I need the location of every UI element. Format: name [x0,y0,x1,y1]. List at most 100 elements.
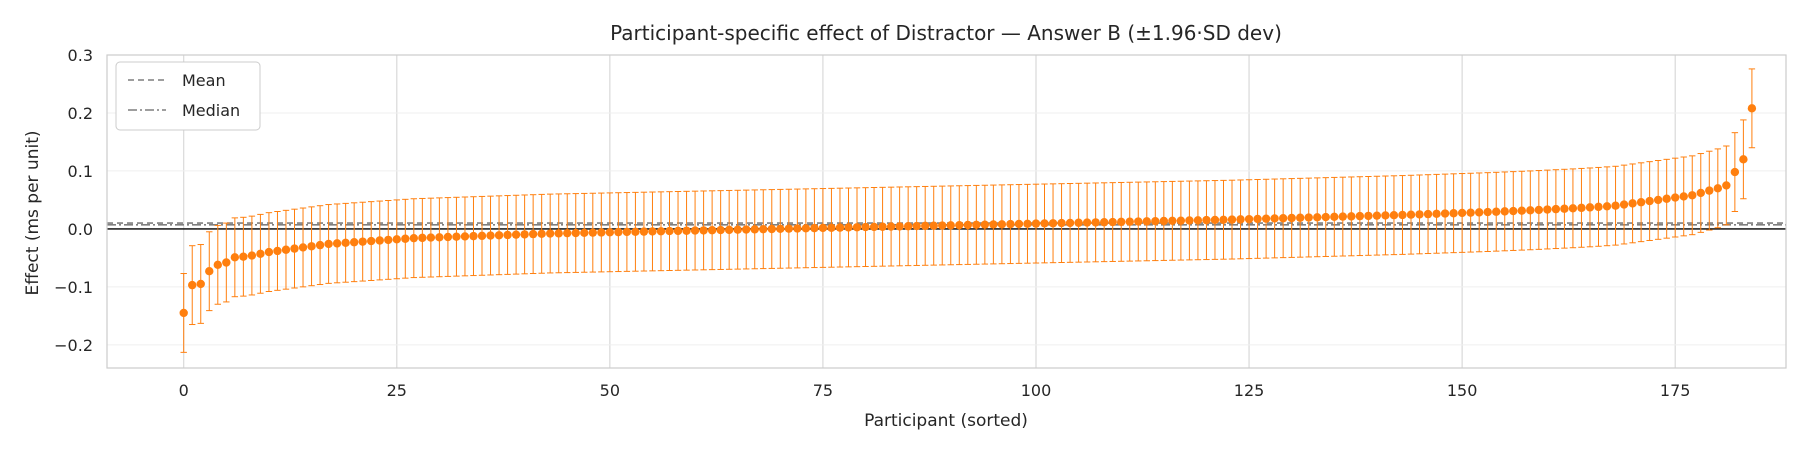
data-point [1483,207,1492,217]
data-point [511,230,521,239]
data-point [1151,216,1160,226]
data-point [349,238,359,247]
data-point [1492,207,1501,216]
data-point [1628,199,1637,208]
data-point [1398,210,1407,220]
legend-box [115,61,261,131]
data-point [1091,218,1100,227]
data-point [1713,184,1723,193]
x-tick-label: 125 [1234,381,1265,400]
data-point [1739,155,1748,164]
data-point [622,227,632,237]
data-point [682,226,691,235]
data-point [367,236,376,246]
x-tick-label: 100 [1021,381,1052,400]
data-point [920,221,930,231]
y-tick-label: 0.3 [68,46,93,65]
data-point [264,247,274,257]
data-point [1619,200,1629,209]
data-point [1449,209,1458,218]
data-point [537,229,546,239]
data-point [1560,204,1569,213]
data-point [886,222,896,231]
data-point [315,240,325,250]
data-point [205,267,214,276]
data-point [955,220,964,230]
data-point [1219,215,1228,224]
data-point [1270,214,1279,223]
data-point [452,232,461,241]
data-point [1202,215,1211,225]
data-point [648,227,657,236]
data-point [1440,209,1450,218]
data-point [469,231,478,241]
data-point [239,252,248,261]
x-axis-label: Participant (sorted) [864,411,1028,431]
data-point [1509,206,1518,216]
data-point [1688,191,1697,200]
data-point [724,225,734,235]
y-tick-label: −0.1 [54,278,93,297]
data-point [759,224,768,234]
data-point [528,229,538,239]
data-point [1466,208,1475,217]
data-point [1082,218,1092,227]
y-tick-label: 0.0 [68,220,93,239]
data-point [443,232,453,242]
data-point [1747,104,1757,113]
data-point [699,226,708,235]
data-point [716,225,725,235]
data-point [358,237,367,246]
data-point [972,220,981,230]
data-point [554,229,563,238]
data-point [1048,219,1058,228]
data-point [273,246,282,256]
data-point [418,233,427,243]
x-tick-label: 150 [1447,381,1478,400]
data-point [1193,216,1203,225]
data-point [869,222,879,232]
data-point [324,239,333,249]
data-point [639,227,649,236]
data-point [750,225,759,234]
data-point [1159,216,1169,226]
data-point [1645,196,1654,206]
data-point [1134,217,1143,226]
data-point [818,223,828,233]
data-point [929,221,938,230]
data-point [597,228,606,237]
data-point [281,245,291,254]
data-point [1662,194,1671,203]
data-point [878,222,887,231]
data-point [222,258,231,267]
data-point [1313,213,1322,222]
x-tick-label: 75 [813,381,833,400]
data-point [946,221,955,230]
data-point [341,238,350,247]
data-point [486,231,495,240]
data-point [673,226,683,236]
data-point [1040,219,1049,228]
x-tick-label: 25 [387,381,407,400]
chart-title: Participant-specific effect of Distracto… [610,21,1282,45]
data-point [810,223,819,233]
data-point [196,279,205,289]
legend: Mean Median [115,61,261,131]
data-point [1117,217,1126,227]
data-point [980,220,990,229]
data-point [1057,218,1066,228]
x-tick-label: 50 [600,381,620,400]
data-points [179,104,1757,318]
data-point [503,230,512,240]
data-point [1636,198,1646,207]
data-point [298,243,308,252]
data-point [401,234,410,243]
data-point [1364,211,1373,221]
data-point [1142,217,1151,226]
data-point [1500,207,1509,216]
data-point [571,228,580,238]
x-tick-label: 175 [1660,381,1691,400]
data-point [494,231,504,240]
y-tick-label: −0.2 [54,336,93,355]
